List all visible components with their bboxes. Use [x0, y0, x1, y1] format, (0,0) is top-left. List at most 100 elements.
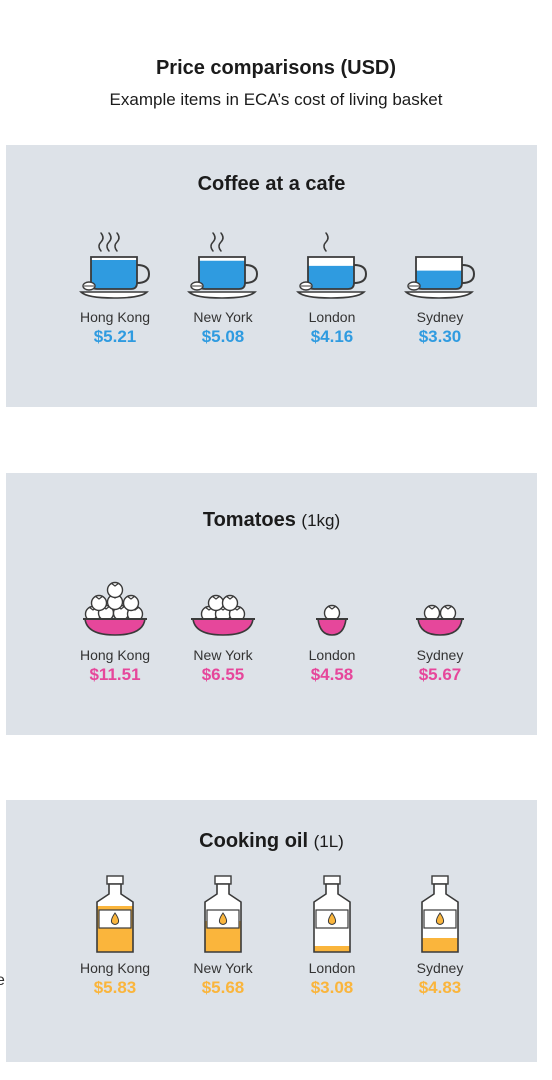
coffee-fill — [308, 265, 354, 289]
tomato-city-label: New York — [193, 647, 253, 663]
coffee-item: Hong Kong $5.21 — [60, 223, 170, 347]
bowl-shape — [84, 618, 146, 636]
tomato-stem — [427, 605, 437, 610]
tomato-bowl-icon — [316, 604, 348, 636]
tomato-bowl-icon — [191, 594, 255, 636]
saucer-shape — [296, 291, 366, 299]
coffee-price-label: $3.30 — [418, 327, 462, 346]
cup-handle — [136, 264, 151, 284]
coffee-cup-icon — [296, 232, 368, 299]
tomato-stem — [211, 595, 221, 600]
oil-drop-icon — [327, 912, 337, 925]
saucer-shape — [79, 291, 149, 299]
cup-handle — [353, 264, 368, 284]
coffee-city-label: London — [308, 309, 356, 325]
tomato-icon — [221, 594, 239, 612]
coffee-cup-icon — [187, 232, 259, 299]
oil-unit: (1L) — [313, 832, 344, 851]
oil-city-label: Hong Kong — [79, 960, 151, 976]
cup-handle — [244, 264, 259, 284]
oil-bottle-icon — [96, 875, 134, 953]
oil-city-label: New York — [193, 960, 253, 976]
tomato-icon — [122, 594, 140, 612]
tomato-item: New York $6.55 — [168, 561, 278, 685]
tomatoes-title-text: Tomatoes — [202, 509, 296, 531]
saucer-shape — [187, 291, 257, 299]
tomato-icon — [90, 594, 108, 612]
oil-title-text: Cooking oil — [199, 830, 309, 852]
bottle-cap — [431, 875, 449, 885]
tomato-stem — [225, 595, 235, 600]
bottle-cap — [106, 875, 124, 885]
coffee-cup-icon — [404, 256, 476, 299]
page-title: Price comparisons (USD) — [155, 57, 397, 79]
steam-icon — [98, 232, 104, 252]
tomato-price-label: $5.67 — [418, 665, 462, 684]
coffee-fill — [416, 270, 462, 289]
steam-icon — [218, 232, 224, 252]
oil-fill — [314, 946, 350, 952]
tomato-city-label: London — [308, 647, 356, 663]
coffee-city-label: New York — [193, 309, 253, 325]
bowl-shape — [317, 618, 347, 636]
tomato-stem — [327, 605, 337, 610]
tomato-price-label: $11.51 — [89, 665, 141, 684]
edge-text: e — [0, 972, 5, 989]
bottle-outline — [96, 883, 134, 953]
bottle-outline — [421, 883, 459, 953]
steam-icon — [323, 232, 329, 252]
oil-city-label: London — [308, 960, 356, 976]
coffee-city-label: Sydney — [416, 309, 464, 325]
bowl-shape — [192, 618, 254, 636]
oil-panel: Cooking oil (1L) Hong Kong $5.83 New York $… — [6, 800, 537, 1062]
tomato-bowl-icon — [83, 581, 147, 636]
bowl-shape — [417, 618, 463, 636]
page-subtitle: Example items in ECA’s cost of living ba… — [109, 90, 443, 109]
tomato-price-label: $6.55 — [201, 665, 245, 684]
tomato-bowl-icon — [416, 604, 464, 636]
oil-item: London $3.08 — [277, 874, 387, 998]
oil-bottle-icon — [313, 875, 351, 953]
saucer-shape — [404, 291, 474, 299]
oil-drop-icon — [110, 912, 120, 925]
tomato-price-label: $4.58 — [310, 665, 354, 684]
tomato-item: Sydney $5.67 — [385, 561, 495, 685]
tomatoes-panel-title: Tomatoes (1kg) — [6, 509, 537, 532]
coffee-price-label: $5.21 — [93, 327, 137, 346]
tomato-icon — [207, 594, 225, 612]
oil-city-label: Sydney — [416, 960, 464, 976]
coffee-panel: Coffee at a cafe Hong Kong $5.21 New York $… — [6, 145, 537, 407]
oil-price-label: $5.68 — [201, 978, 245, 997]
bottle-cap — [214, 875, 232, 885]
steam-icon — [210, 232, 216, 252]
coffee-item: London $4.16 — [277, 223, 387, 347]
coffee-title-text: Coffee at a cafe — [197, 173, 346, 195]
tomato-item: London $4.58 — [277, 561, 387, 685]
oil-bottle-icon — [204, 875, 242, 953]
oil-item: Hong Kong $5.83 — [60, 874, 170, 998]
coffee-item: New York $5.08 — [168, 223, 278, 347]
tomato-item: Hong Kong $11.51 — [60, 561, 170, 685]
tomatoes-unit: (1kg) — [301, 511, 341, 530]
oil-price-label: $5.83 — [93, 978, 137, 997]
tomato-stem — [126, 595, 136, 600]
steam-icon — [106, 232, 112, 252]
tomato-stem — [443, 605, 453, 610]
tomatoes-panel: Tomatoes (1kg) Hong Kong $11.51 New York $6… — [6, 473, 537, 735]
oil-price-label: $3.08 — [310, 978, 354, 997]
bottle-outline — [204, 883, 242, 953]
coffee-price-label: $5.08 — [201, 327, 245, 346]
steam-icon — [114, 232, 120, 252]
oil-panel-title: Cooking oil (1L) — [6, 830, 537, 853]
bottle-outline — [313, 883, 351, 953]
coffee-fill — [199, 260, 245, 289]
tomato-city-label: Hong Kong — [79, 647, 151, 663]
cup-handle — [461, 264, 476, 284]
oil-drop-icon — [435, 912, 445, 925]
coffee-cup-icon — [79, 232, 151, 299]
tomato-stem — [110, 582, 120, 587]
oil-drop-icon — [218, 912, 228, 925]
coffee-price-label: $4.16 — [310, 327, 354, 346]
bottle-cap — [323, 875, 341, 885]
coffee-item: Sydney $3.30 — [385, 223, 495, 347]
